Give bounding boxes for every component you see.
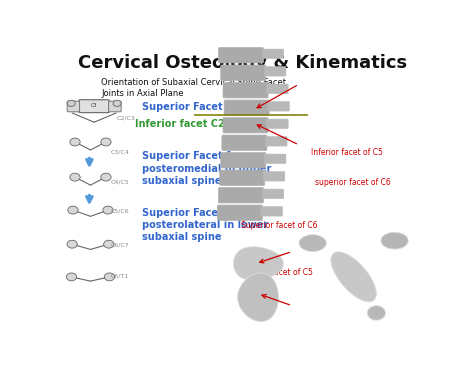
Text: Superior Facet faces
posterolateral in lower
subaxial spine: Superior Facet faces posterolateral in l… (142, 208, 268, 242)
Polygon shape (381, 232, 408, 249)
Text: C3: C3 (91, 103, 97, 108)
Text: Inferior facet of C5: Inferior facet of C5 (311, 147, 383, 157)
Text: C6/T1: C6/T1 (110, 273, 129, 278)
Polygon shape (331, 252, 376, 302)
FancyBboxPatch shape (221, 65, 266, 80)
FancyBboxPatch shape (219, 188, 264, 203)
Text: Orientation of Subaxial Cervical Spine Facet
Joints in Axial Plane: Orientation of Subaxial Cervical Spine F… (101, 77, 286, 98)
FancyBboxPatch shape (223, 118, 268, 133)
Text: Superior facet of C6: Superior facet of C6 (241, 220, 318, 230)
Circle shape (101, 173, 111, 181)
Text: Superior Facet C3: Superior Facet C3 (142, 102, 240, 112)
FancyBboxPatch shape (222, 135, 267, 150)
FancyBboxPatch shape (67, 101, 80, 112)
FancyBboxPatch shape (261, 207, 283, 216)
Text: C6/C7: C6/C7 (110, 242, 129, 247)
Text: C4/C5: C4/C5 (110, 179, 129, 184)
Text: Cervical Osteology & Kinematics: Cervical Osteology & Kinematics (78, 54, 408, 72)
Circle shape (104, 273, 115, 281)
FancyBboxPatch shape (265, 137, 287, 146)
Text: Superior Facet faces
posteromedial in upper
subaxial spine: Superior Facet faces posteromedial in up… (142, 151, 271, 186)
FancyBboxPatch shape (263, 172, 285, 181)
Text: C3/C4: C3/C4 (110, 150, 129, 154)
FancyBboxPatch shape (219, 47, 264, 63)
FancyBboxPatch shape (262, 189, 283, 199)
Polygon shape (234, 247, 283, 280)
FancyBboxPatch shape (217, 205, 263, 220)
Text: C5/C6: C5/C6 (110, 208, 129, 214)
FancyBboxPatch shape (264, 154, 286, 164)
Text: Inferior facet C2: Inferior facet C2 (135, 119, 224, 129)
Circle shape (104, 240, 114, 248)
FancyBboxPatch shape (268, 101, 289, 111)
FancyBboxPatch shape (266, 84, 288, 93)
FancyBboxPatch shape (109, 101, 121, 112)
Text: superior facet of C6: superior facet of C6 (315, 178, 390, 187)
Circle shape (70, 173, 80, 181)
Polygon shape (299, 235, 326, 251)
Circle shape (67, 100, 75, 107)
Circle shape (67, 240, 77, 248)
Text: C2/C3: C2/C3 (116, 116, 135, 121)
FancyBboxPatch shape (221, 153, 266, 168)
Polygon shape (237, 273, 279, 322)
FancyBboxPatch shape (79, 100, 109, 113)
FancyBboxPatch shape (219, 170, 264, 185)
Circle shape (66, 273, 77, 281)
FancyBboxPatch shape (266, 119, 288, 128)
FancyBboxPatch shape (264, 66, 286, 76)
Polygon shape (367, 306, 385, 320)
Circle shape (68, 206, 78, 214)
FancyBboxPatch shape (262, 49, 283, 58)
FancyBboxPatch shape (224, 100, 269, 115)
Circle shape (113, 100, 121, 107)
FancyBboxPatch shape (223, 82, 268, 98)
Circle shape (103, 206, 113, 214)
Circle shape (70, 138, 80, 146)
Text: Inferior facet of C5: Inferior facet of C5 (241, 268, 313, 277)
Circle shape (101, 138, 111, 146)
